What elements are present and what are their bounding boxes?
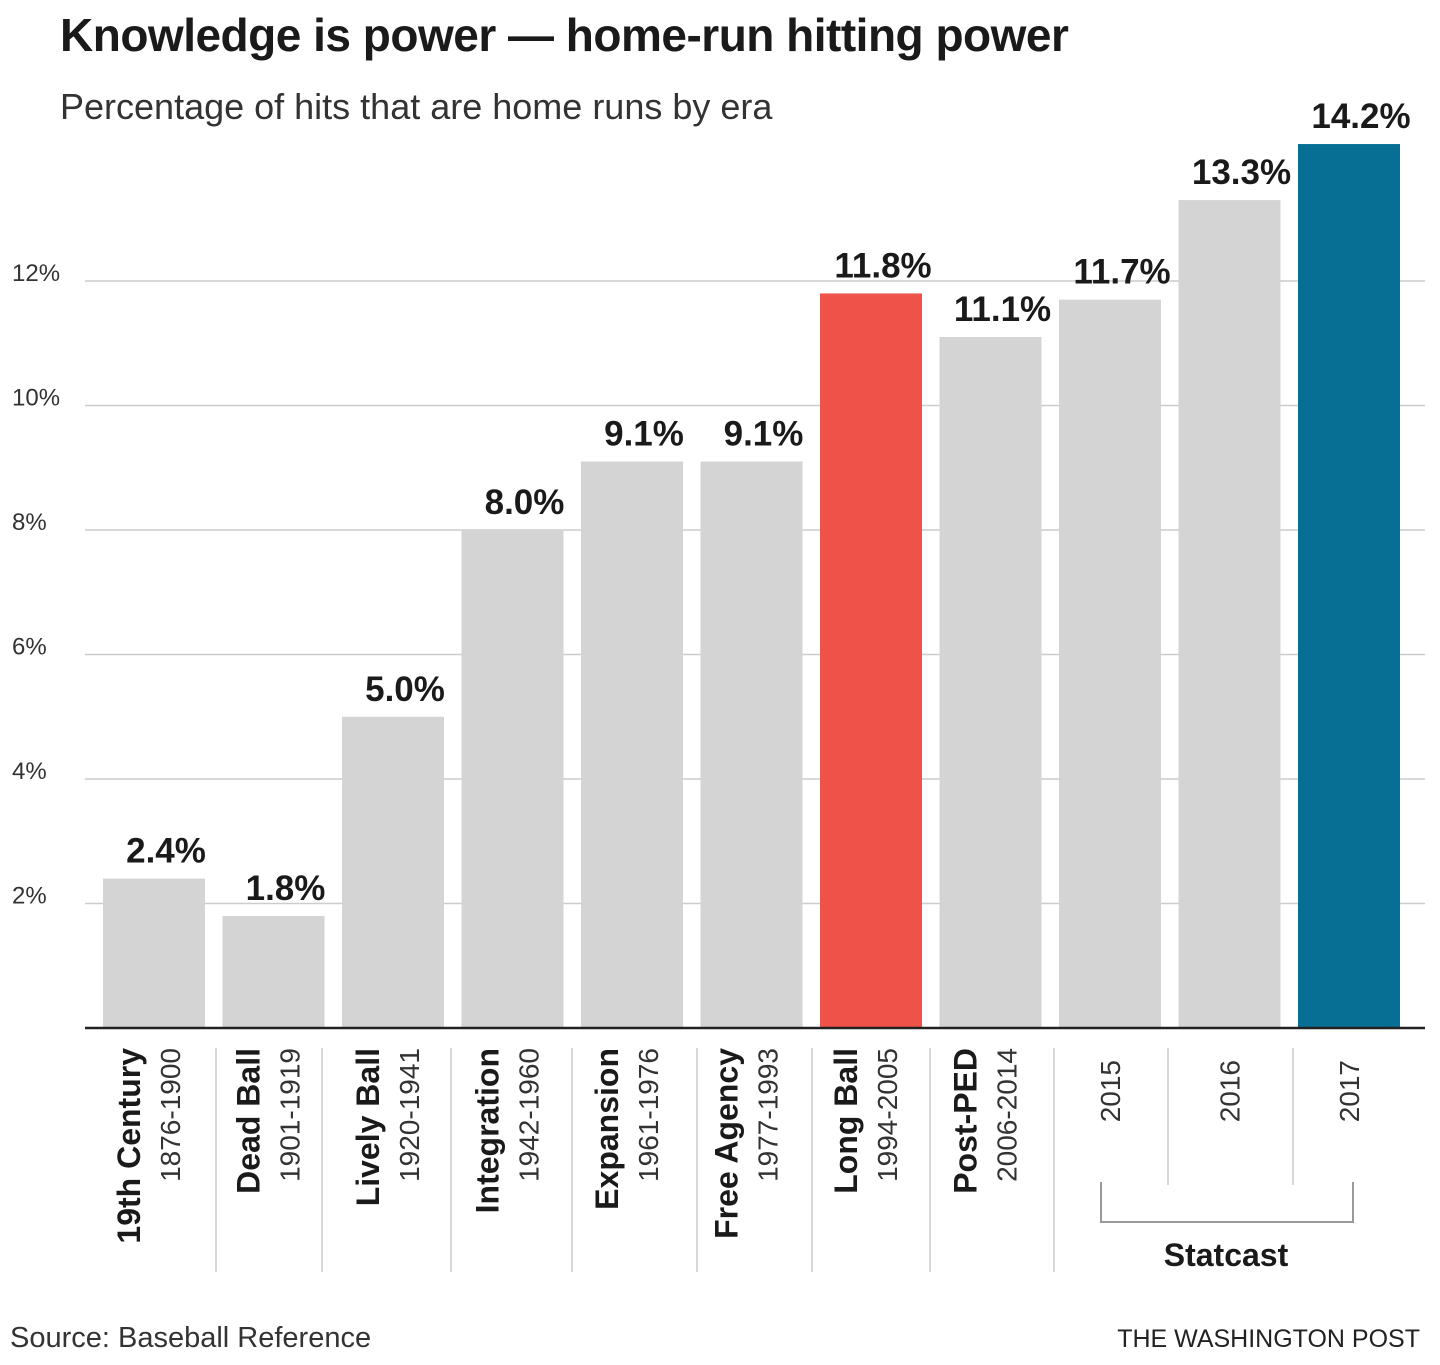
data-label: 2.4% bbox=[126, 832, 206, 871]
bar bbox=[700, 461, 803, 1028]
data-label: 13.3% bbox=[1192, 153, 1291, 192]
statcast-bracket bbox=[1100, 1182, 1354, 1223]
data-label: 5.0% bbox=[365, 670, 445, 709]
bar bbox=[820, 293, 922, 1028]
category-name-label: Dead Ball bbox=[231, 1048, 267, 1194]
category-year-label: 2016 bbox=[1215, 1060, 1246, 1122]
bar bbox=[222, 915, 325, 1028]
data-label: 1.8% bbox=[246, 869, 326, 908]
category-name-label: Integration bbox=[470, 1048, 506, 1213]
bar bbox=[1059, 299, 1161, 1028]
bar bbox=[342, 716, 444, 1028]
chart-title: Knowledge is power — home-run hitting po… bbox=[60, 9, 1069, 61]
bar-chart: 2% 4% 6% 8% 10% 12% 2.4% 19th Century 1876-1900 1… bbox=[12, 97, 1425, 1273]
publisher-credit: THE WASHINGTON POST bbox=[1117, 1325, 1420, 1353]
y-tick-label: 6% bbox=[12, 634, 47, 661]
data-label: 14.2% bbox=[1311, 97, 1410, 136]
category-name-label: 19th Century bbox=[111, 1048, 147, 1244]
y-tick-label: 10% bbox=[12, 385, 60, 412]
data-label: 11.8% bbox=[834, 246, 931, 285]
data-label: 9.1% bbox=[604, 415, 684, 454]
bar bbox=[1298, 144, 1400, 1029]
bar bbox=[461, 530, 564, 1028]
category-name-label: Long Ball bbox=[828, 1048, 864, 1194]
y-tick-label: 2% bbox=[12, 883, 47, 910]
category-name-label: Lively Ball bbox=[350, 1048, 386, 1206]
category-name-label: Free Agency bbox=[709, 1048, 745, 1239]
category-years-label: 1977-1993 bbox=[753, 1048, 784, 1182]
source-note: Source: Baseball Reference bbox=[10, 1322, 372, 1354]
category-name-label: Post-PED bbox=[948, 1048, 984, 1194]
category-years-label: 2006-2014 bbox=[992, 1048, 1023, 1182]
bar bbox=[581, 461, 683, 1028]
category-years-label: 1942-1960 bbox=[514, 1048, 545, 1182]
category-years-label: 1876-1900 bbox=[155, 1048, 186, 1182]
chart-subtitle: Percentage of hits that are home runs by… bbox=[60, 86, 773, 127]
category-years-label: 1920-1941 bbox=[394, 1048, 425, 1182]
category-years-label: 1994-2005 bbox=[872, 1048, 903, 1182]
bar bbox=[1178, 200, 1281, 1028]
bar bbox=[103, 878, 205, 1028]
data-label: 11.7% bbox=[1073, 253, 1170, 292]
statcast-group-label: Statcast bbox=[1164, 1237, 1289, 1273]
category-years-label: 1901-1919 bbox=[275, 1048, 306, 1182]
y-tick-label: 8% bbox=[12, 509, 47, 536]
category-year-label: 2017 bbox=[1334, 1060, 1365, 1122]
category-name-label: Expansion bbox=[589, 1048, 625, 1210]
y-tick-label: 12% bbox=[12, 260, 60, 287]
data-label: 11.1% bbox=[954, 290, 1051, 329]
data-label: 9.1% bbox=[724, 415, 804, 454]
category-years-label: 1961-1976 bbox=[633, 1048, 664, 1182]
data-label: 8.0% bbox=[485, 483, 565, 522]
y-tick-label: 4% bbox=[12, 758, 47, 785]
category-year-label: 2015 bbox=[1095, 1060, 1126, 1122]
bar bbox=[939, 337, 1042, 1028]
